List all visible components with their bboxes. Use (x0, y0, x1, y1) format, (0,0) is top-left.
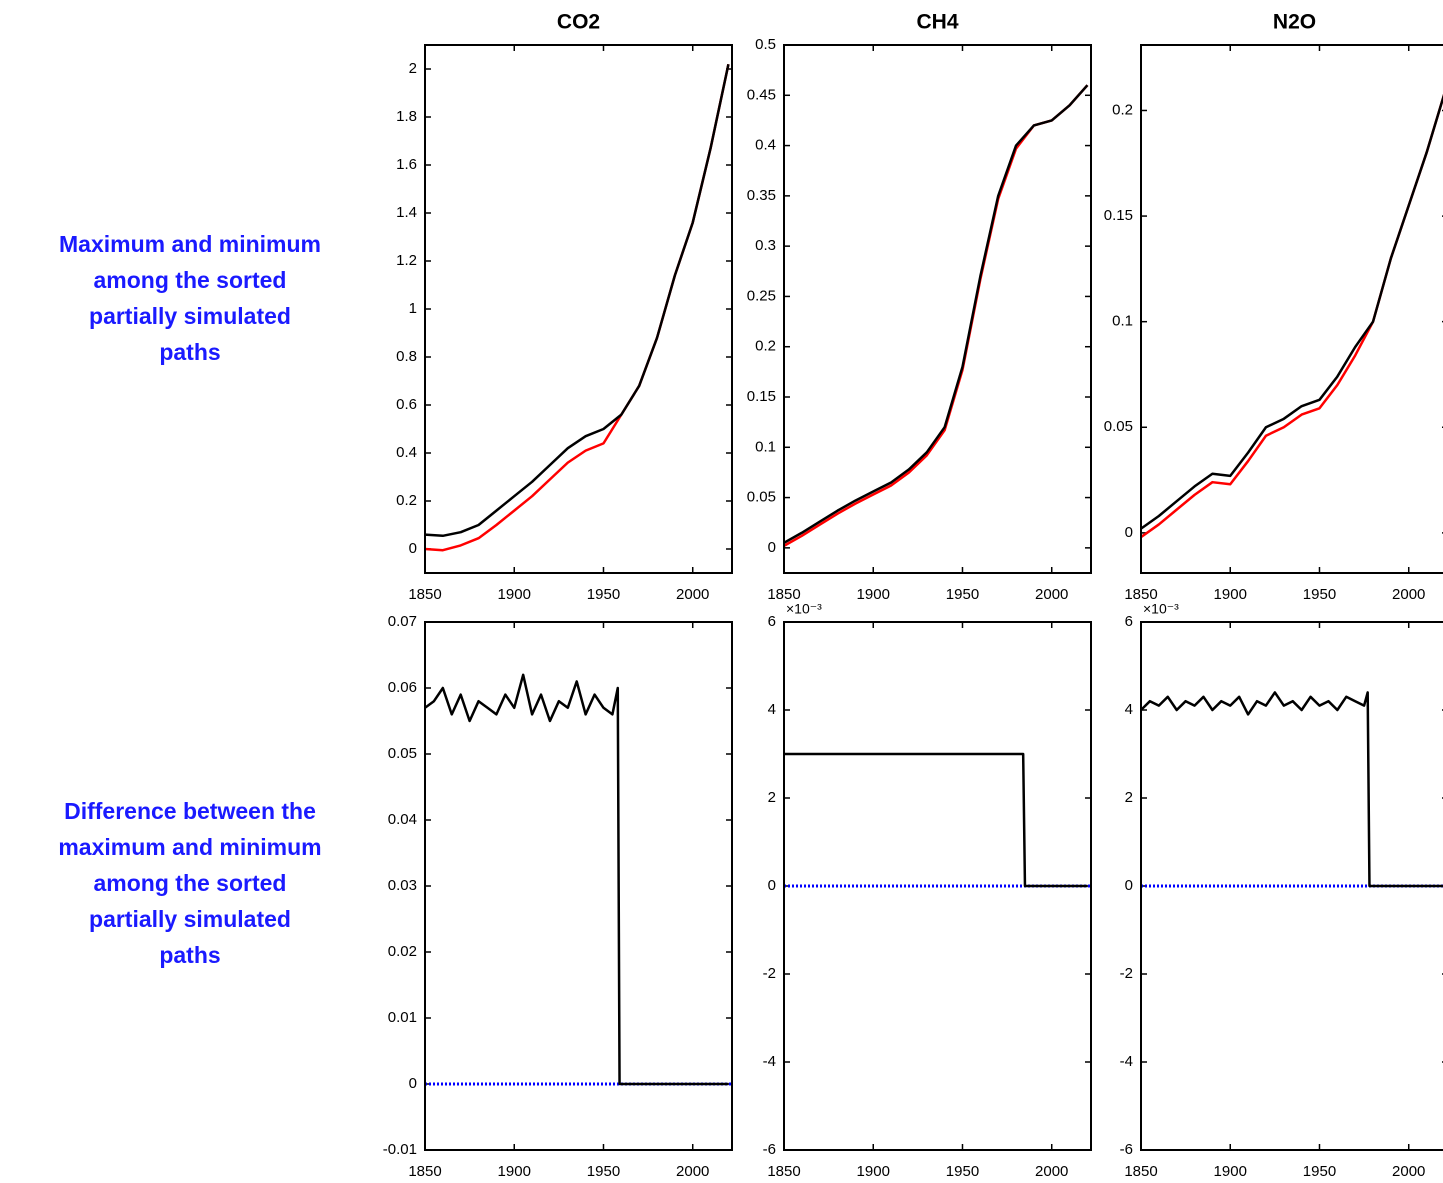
axes-frame (424, 44, 733, 574)
y-tick-label: 1.6 (396, 156, 417, 173)
y-tick-label: 0.6 (396, 396, 417, 413)
y-tick-label: -2 (1120, 965, 1133, 982)
y-tick-label: 0.2 (396, 492, 417, 509)
y-tick-label: -2 (763, 965, 776, 982)
y-tick-label: 2 (409, 60, 417, 77)
y-tick-label: 0.2 (755, 338, 776, 355)
y-tick-label: 0.25 (747, 287, 776, 304)
y-tick-label: 2 (1125, 789, 1133, 806)
y-tick-label: 0 (768, 539, 776, 556)
y-tick-label: -4 (1120, 1053, 1133, 1070)
y-tick-label: -6 (1120, 1141, 1133, 1158)
y-tick-label: 0.02 (388, 943, 417, 960)
y-tick-label: 1.8 (396, 108, 417, 125)
y-multiplier: ×10⁻³ (786, 601, 822, 617)
x-tick-label: 1900 (498, 586, 531, 603)
y-tick-label: 0.4 (755, 137, 776, 154)
y-tick-label: -4 (763, 1053, 776, 1070)
y-tick-label: 0 (409, 1075, 417, 1092)
y-tick-label: 0.35 (747, 187, 776, 204)
y-tick-label: 4 (768, 701, 776, 718)
x-tick-label: 1900 (1214, 586, 1247, 603)
y-tick-label: 0.07 (388, 613, 417, 630)
y-tick-label: 2 (768, 789, 776, 806)
x-tick-label: 1950 (1303, 1163, 1336, 1180)
x-tick-label: 1950 (1303, 586, 1336, 603)
row-label: Difference between the maximum and minimu… (58, 798, 321, 968)
axes-frame (424, 621, 733, 1151)
y-tick-label: 0.15 (747, 388, 776, 405)
x-tick-label: 2000 (1392, 586, 1425, 603)
chart-title: N2O (1273, 11, 1316, 34)
x-tick-label: 2000 (676, 586, 709, 603)
y-tick-label: 0.45 (747, 86, 776, 103)
x-tick-label: 1950 (587, 586, 620, 603)
y-tick-label: 0.06 (388, 679, 417, 696)
row-label: Maximum and minimum among the sorted parti… (59, 231, 321, 365)
axes-frame (1140, 621, 1443, 1151)
x-tick-label: 1850 (408, 1163, 441, 1180)
x-tick-label: 2000 (1035, 1163, 1068, 1180)
chart-title: CO2 (557, 11, 600, 34)
y-tick-label: 0.1 (755, 438, 776, 455)
y-tick-label: 0.3 (755, 237, 776, 254)
y-tick-label: 1 (409, 300, 417, 317)
y-tick-label: 1.4 (396, 204, 417, 221)
x-tick-label: 1950 (946, 1163, 979, 1180)
x-tick-label: 1850 (767, 586, 800, 603)
y-tick-label: 0.4 (396, 444, 417, 461)
y-tick-label: 0.04 (388, 811, 417, 828)
y-tick-label: 0 (1125, 524, 1133, 541)
y-tick-label: 0 (768, 877, 776, 894)
y-tick-label: 0.2 (1112, 101, 1133, 118)
y-tick-label: 0.05 (388, 745, 417, 762)
y-tick-label: 0.05 (747, 489, 776, 506)
y-tick-label: 6 (1125, 613, 1133, 630)
x-tick-label: 1950 (946, 586, 979, 603)
y-tick-label: 0.01 (388, 1009, 417, 1026)
y-tick-label: 0.03 (388, 877, 417, 894)
y-tick-label: 0 (409, 540, 417, 557)
x-tick-label: 2000 (1392, 1163, 1425, 1180)
series-line (1141, 93, 1443, 530)
series-line (425, 63, 730, 538)
series-line (1141, 691, 1443, 888)
x-tick-label: 1850 (1124, 586, 1157, 603)
y-multiplier: ×10⁻³ (1143, 601, 1179, 617)
y-tick-label: 0.1 (1112, 313, 1133, 330)
x-tick-label: 2000 (1035, 586, 1068, 603)
x-tick-label: 1850 (767, 1163, 800, 1180)
x-tick-label: 1950 (587, 1163, 620, 1180)
y-tick-label: 0.5 (755, 36, 776, 53)
x-tick-label: 1900 (1214, 1163, 1247, 1180)
y-tick-label: 6 (768, 613, 776, 630)
series-line (784, 752, 1088, 888)
x-tick-label: 1900 (498, 1163, 531, 1180)
y-tick-label: 0.05 (1104, 418, 1133, 435)
x-tick-label: 1850 (1124, 1163, 1157, 1180)
y-tick-label: 0.15 (1104, 207, 1133, 224)
x-tick-label: 1850 (408, 586, 441, 603)
series-line (425, 673, 729, 1086)
series-line (784, 84, 1089, 544)
y-tick-label: 1.2 (396, 252, 417, 269)
y-tick-label: 4 (1125, 701, 1133, 718)
plot-area (1141, 45, 1443, 573)
axes-frame (783, 621, 1092, 1151)
axes-frame (1140, 44, 1443, 574)
y-tick-label: 0 (1125, 877, 1133, 894)
x-tick-label: 1900 (857, 586, 890, 603)
chart-title: CH4 (916, 11, 958, 34)
y-tick-label: -0.01 (383, 1141, 417, 1158)
axes-frame (783, 44, 1092, 574)
x-tick-label: 1900 (857, 1163, 890, 1180)
y-tick-label: 0.8 (396, 348, 417, 365)
y-tick-label: -6 (763, 1141, 776, 1158)
x-tick-label: 2000 (676, 1163, 709, 1180)
